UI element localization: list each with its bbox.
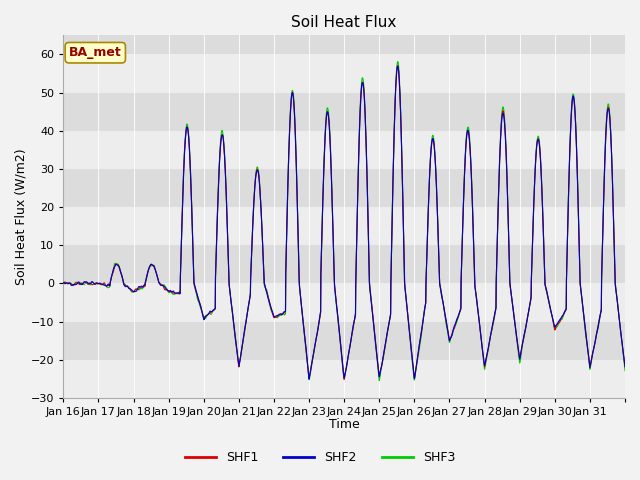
- Bar: [63, 131, 625, 169]
- X-axis label: Time: Time: [329, 419, 360, 432]
- Bar: [63, 54, 625, 93]
- Y-axis label: Soil Heat Flux (W/m2): Soil Heat Flux (W/m2): [15, 148, 28, 285]
- Bar: [63, 284, 625, 322]
- Text: BA_met: BA_met: [69, 46, 122, 59]
- Bar: [63, 207, 625, 245]
- Title: Soil Heat Flux: Soil Heat Flux: [291, 15, 397, 30]
- Bar: [63, 360, 625, 398]
- Legend: SHF1, SHF2, SHF3: SHF1, SHF2, SHF3: [180, 446, 460, 469]
